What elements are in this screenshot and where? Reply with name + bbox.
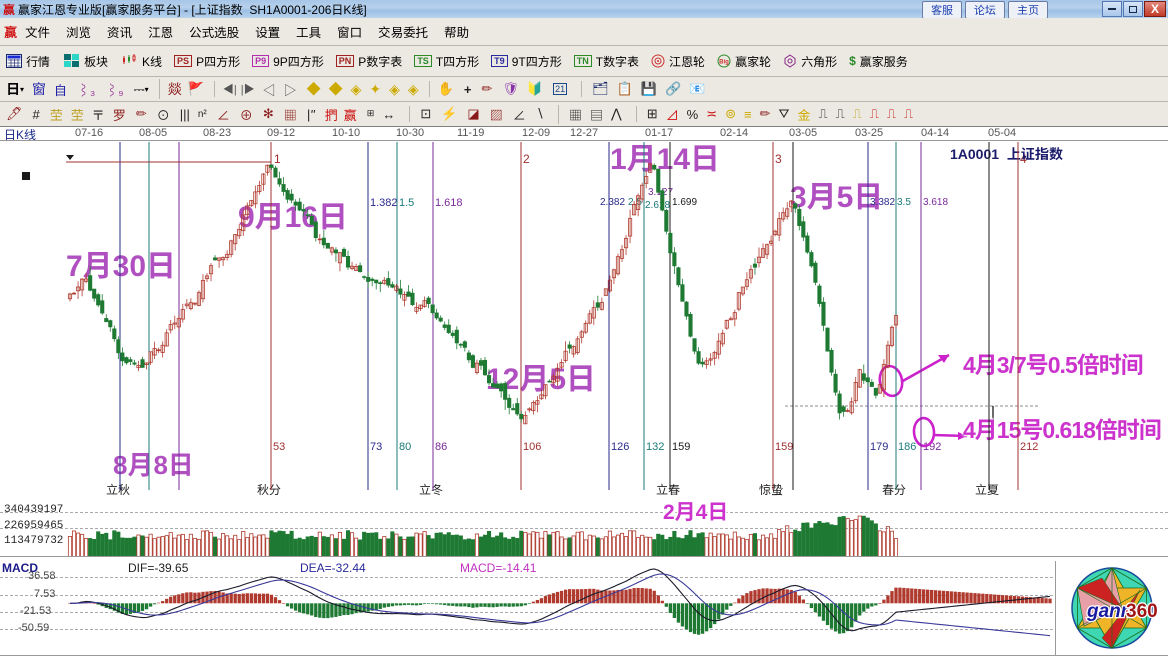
svg-text:360: 360 xyxy=(1126,601,1158,622)
svg-text:Big: Big xyxy=(719,60,729,66)
